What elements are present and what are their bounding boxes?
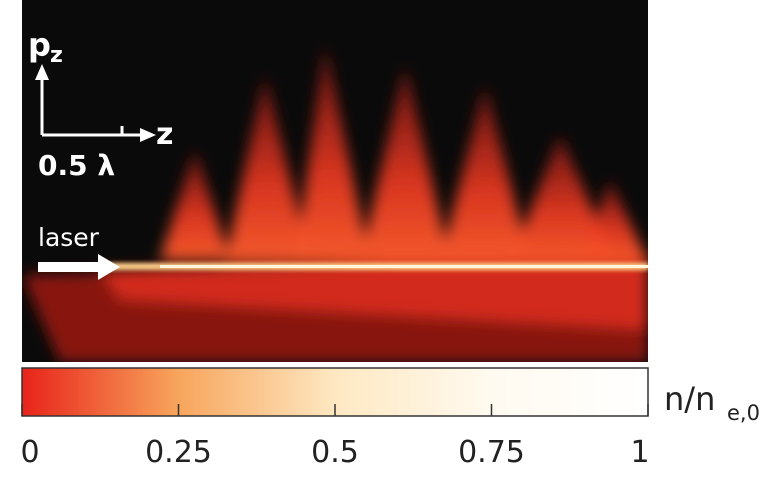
y-axis-subscript: z xyxy=(50,43,63,68)
colorbar-tick-label: 0.25 xyxy=(145,435,212,470)
x-axis-label: z xyxy=(156,117,173,152)
colorbar-tick-label: 0.75 xyxy=(458,435,525,470)
scale-bar-label: 0.5 λ xyxy=(38,149,115,182)
beam-label: laser xyxy=(38,223,100,252)
laser-arrow xyxy=(38,254,120,280)
colorbar-tick-label: 0.5 xyxy=(311,435,359,470)
colorbar-label: n/n xyxy=(664,380,715,418)
colorbar-label-subscript: e,0 xyxy=(727,401,760,425)
y-axis-label: p xyxy=(28,26,51,64)
axes-indicator xyxy=(35,64,156,142)
phase-space-image xyxy=(22,0,648,362)
colorbar-tick-label: 0 xyxy=(20,435,39,470)
colorbar-tick-label: 1 xyxy=(630,435,649,470)
